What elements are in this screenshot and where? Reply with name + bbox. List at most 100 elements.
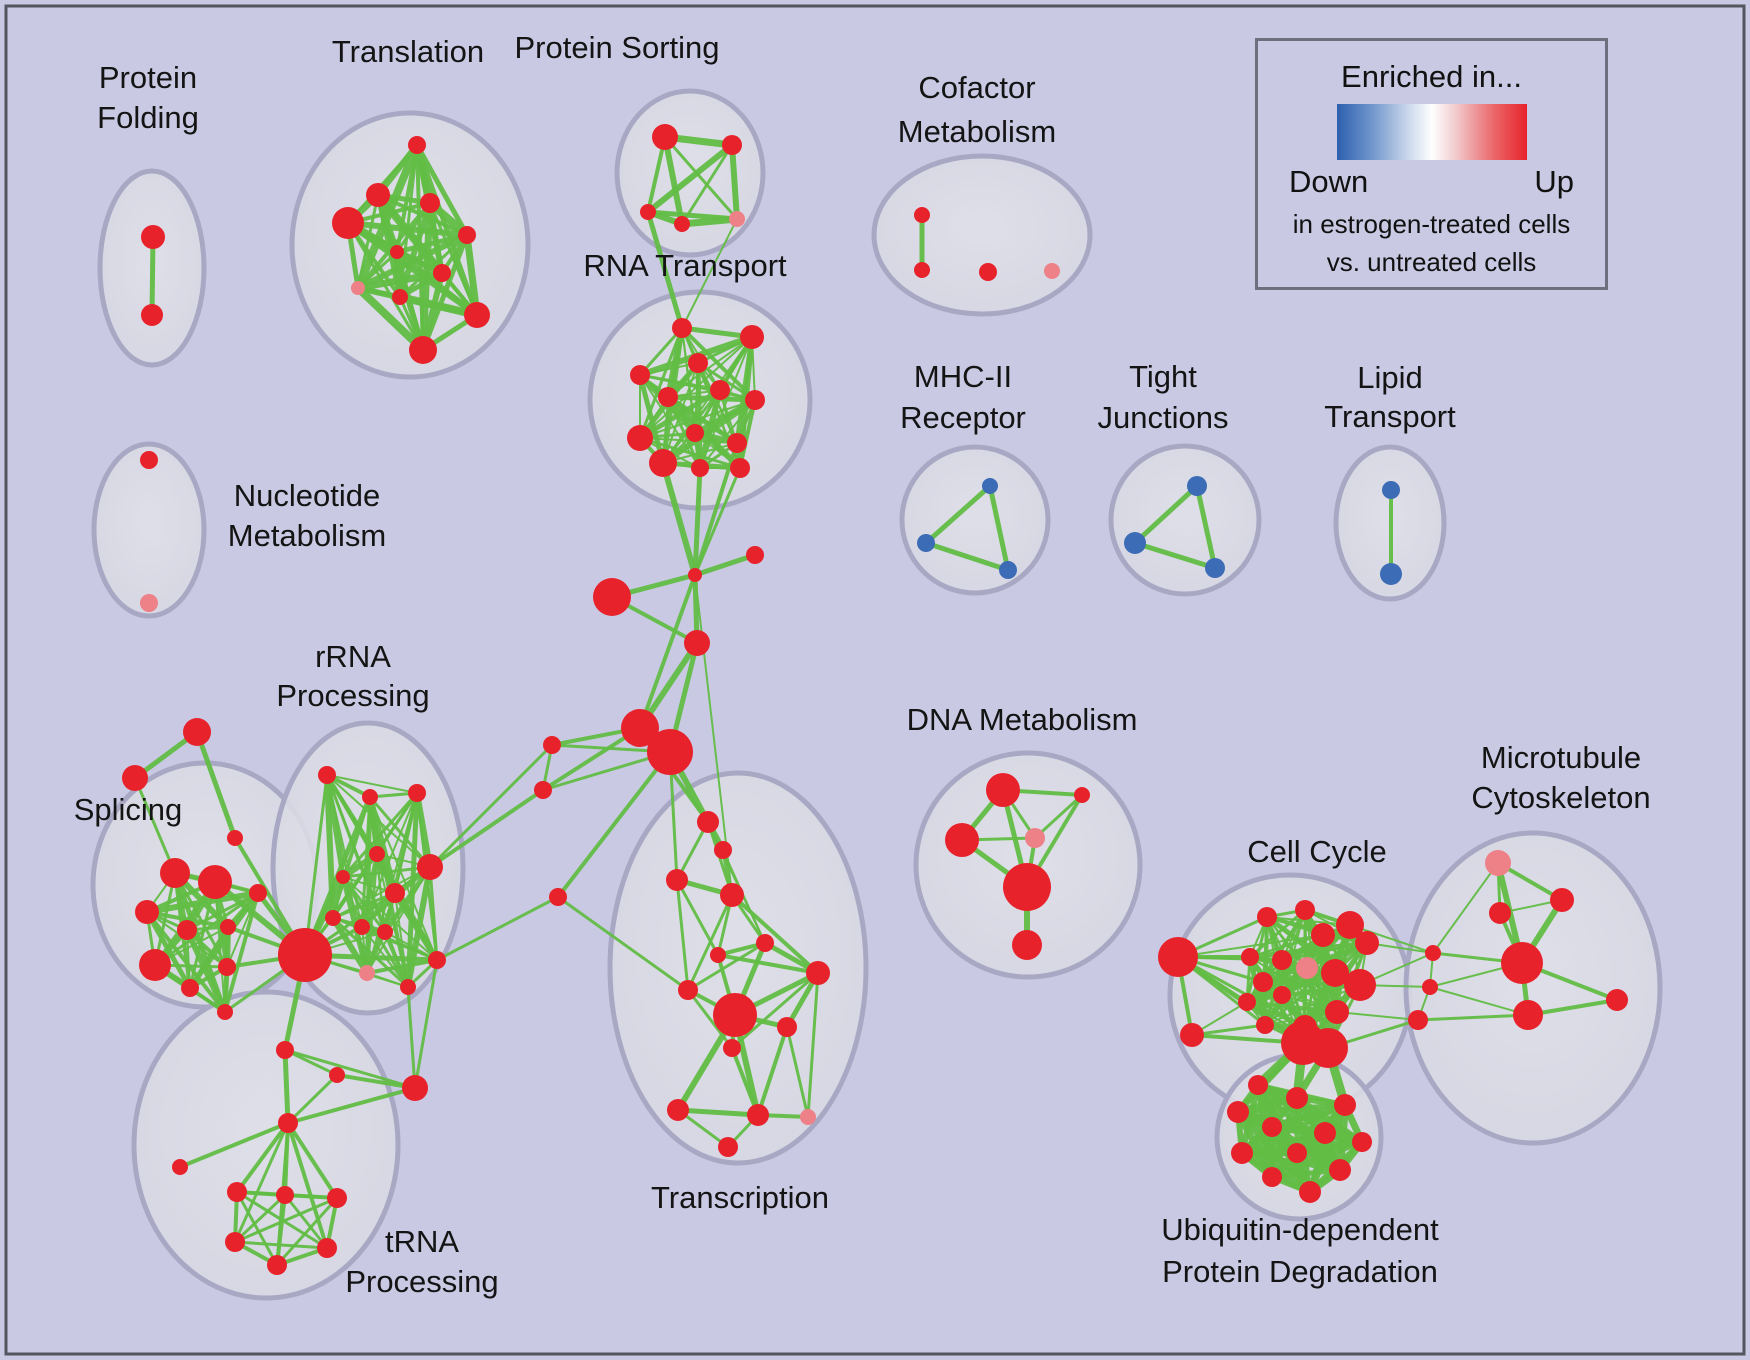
node-cell_cycle [1355, 931, 1379, 955]
edge [185, 891, 260, 932]
legend-box: Enriched in... Down Up in estrogen-treat… [1255, 38, 1608, 290]
edge [428, 743, 554, 869]
node-transcription [713, 993, 757, 1037]
cluster-mhc-label: Receptor [900, 400, 1026, 435]
node-microtubule [1489, 902, 1511, 924]
node-trna [267, 1255, 287, 1275]
edge [331, 891, 397, 920]
node-splicing [198, 865, 232, 899]
node-transcription [678, 980, 698, 1000]
labels-layer: Protein Folding Translation Protein Sorting… [74, 30, 1651, 1299]
edge [1177, 934, 1324, 958]
edge [341, 791, 419, 879]
cluster-transcription-label: Transcription [651, 1180, 829, 1215]
edge [639, 437, 738, 444]
cluster-lipid-label: Transport [1324, 399, 1456, 434]
edge [692, 465, 703, 578]
cluster-splicing-label: Splicing [74, 792, 183, 827]
node-cell_cycle [1180, 1023, 1204, 1047]
edge [283, 1048, 339, 1077]
edge [1033, 793, 1084, 840]
legend-caption-line2: vs. untreated cells [1326, 247, 1537, 277]
node-splicing_outer [122, 765, 148, 791]
edge [184, 927, 228, 1015]
node-trna [172, 1159, 188, 1175]
node-transcription [756, 934, 774, 952]
node-ubiquitin [1227, 1101, 1249, 1123]
node-connectors [549, 888, 567, 906]
edge [406, 985, 417, 1090]
edge [283, 1048, 417, 1090]
edge [145, 910, 227, 1014]
cluster-microtubule-ellipse [1403, 830, 1663, 1146]
node-cofactor [914, 207, 930, 223]
node-rna_transport [730, 458, 750, 478]
node-cell_cycle [1321, 959, 1349, 987]
edge [286, 1073, 339, 1125]
node-nucleotide [140, 451, 158, 469]
edge [233, 1196, 339, 1244]
edge [678, 215, 741, 228]
cluster-cofactor-label: Metabolism [898, 114, 1057, 149]
cluster-cell_cycle-label: Cell Cycle [1247, 834, 1387, 869]
node-microtubule [1485, 850, 1511, 876]
cluster-nucleotide-label: Metabolism [228, 518, 387, 553]
cluster-rrna-label: Processing [276, 678, 429, 713]
edge [1281, 942, 1368, 961]
node-transcription [718, 1137, 738, 1157]
node-translation [458, 226, 476, 244]
node-rrna [400, 979, 416, 995]
node-mhc [999, 561, 1017, 579]
edge [414, 142, 470, 238]
edge [235, 1190, 279, 1267]
edge [699, 399, 756, 469]
node-transcription [710, 947, 726, 963]
legend-up-label: Up [1534, 164, 1574, 199]
node-protein_folding [141, 304, 163, 326]
node-translation [366, 183, 390, 207]
cluster-protein_sorting-label: Protein Sorting [514, 30, 719, 65]
node-microtubule [1408, 1010, 1428, 1030]
edge [286, 1121, 339, 1200]
cluster-tight_junctions-label: Tight [1129, 359, 1197, 394]
node-transcription [666, 869, 688, 891]
cluster-cofactor-ellipse [871, 153, 1093, 317]
nodes-layer [122, 124, 1628, 1275]
edge [716, 953, 820, 975]
edge [275, 1193, 287, 1267]
edge [361, 792, 418, 928]
node-ubiquitin [1334, 1094, 1356, 1116]
node-microtubule [1606, 989, 1628, 1011]
edge [806, 971, 820, 1119]
node-transcription [777, 1017, 797, 1037]
node-rna_transport [672, 318, 692, 338]
node-lipid [1380, 563, 1402, 585]
edge [342, 876, 438, 961]
node-cell_cycle [1256, 1016, 1274, 1034]
edge [149, 234, 156, 318]
node-splicing [249, 884, 267, 902]
edge [730, 971, 820, 1050]
node-dna [945, 823, 979, 857]
node-translation [332, 207, 364, 239]
edge [693, 466, 742, 577]
edge [194, 729, 238, 841]
cluster-trna-label: Processing [345, 1264, 498, 1299]
node-connectors [684, 630, 710, 656]
node-rna_transport [658, 387, 678, 407]
cluster-rrna-label: rRNA [315, 639, 391, 674]
cluster-ubiquitin-label: Protein Degradation [1162, 1254, 1438, 1289]
edge [638, 436, 742, 470]
node-ubiquitin [1262, 1117, 1282, 1137]
edge [680, 143, 734, 226]
node-cell_cycle [1325, 1000, 1349, 1024]
edge [283, 1193, 329, 1250]
edge [1349, 924, 1434, 954]
cluster-rna_transport-label: RNA Transport [583, 248, 787, 283]
node-rrna [408, 784, 426, 802]
node-trna [276, 1041, 294, 1059]
node-cell_cycle [1344, 969, 1376, 1001]
edge [178, 1121, 290, 1169]
edge [356, 250, 399, 290]
node-translation [390, 245, 404, 259]
